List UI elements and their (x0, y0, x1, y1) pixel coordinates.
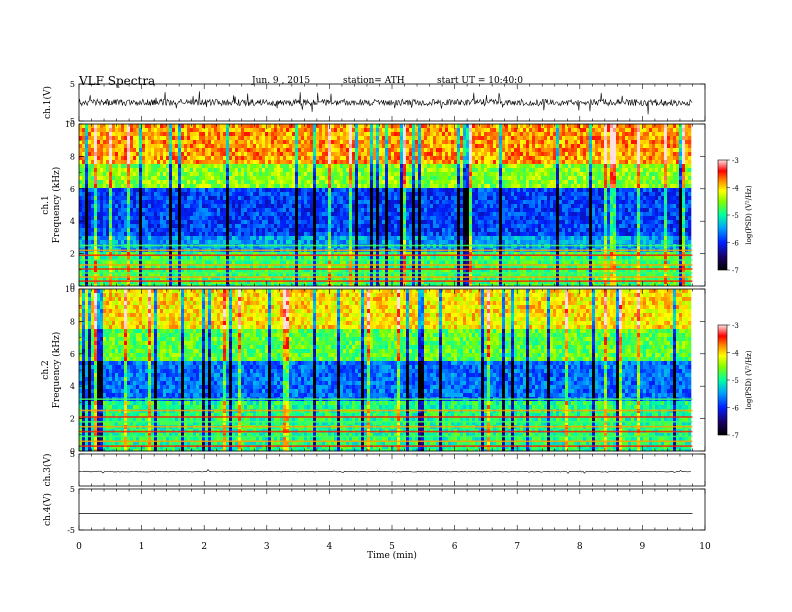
y-tick-label: 5 (70, 450, 75, 459)
x-tick-label: 6 (452, 542, 458, 552)
y-axis-label: Frequency (kHz) (51, 332, 62, 409)
x-tick-label: 0 (76, 542, 82, 552)
x-tick-label: 2 (201, 542, 207, 552)
colorbar-ch2 (717, 324, 728, 436)
y-axis-label: ch.1(V) (42, 86, 53, 119)
y-tick-label: -5 (67, 526, 75, 535)
y-tick-label: 0 (70, 282, 75, 291)
x-axis-label: Time (min) (367, 550, 417, 561)
y-tick-label: 10 (65, 120, 75, 129)
y-tick-label: 6 (70, 350, 75, 359)
y-tick-label: 5 (70, 80, 75, 89)
y-axis-label: ch.3(V) (42, 454, 53, 487)
y-axis-label: Frequency (kHz) (51, 167, 62, 244)
y-tick-label: 10 (65, 285, 75, 294)
colorbar-tick-label: -6 (732, 240, 739, 248)
colorbar-tick-label: -7 (732, 267, 739, 275)
x-tick-label: 9 (640, 542, 646, 552)
y-tick-label: 2 (70, 250, 75, 259)
y-tick-label: 2 (70, 415, 75, 424)
y-axis-label: ch.4(V) (42, 493, 53, 526)
x-tick-label: 3 (264, 542, 270, 552)
panel-frame-w4 (78, 488, 706, 531)
y-tick-label: 4 (70, 382, 75, 391)
ch3-waveform-trace (78, 469, 692, 474)
y-tick-label: 0 (70, 447, 75, 456)
x-tick-label: 4 (327, 542, 333, 552)
y-tick-label: 5 (70, 485, 75, 494)
colorbar-label: log(PSD) (V²/Hz) (745, 350, 753, 409)
y-tick-label: 8 (70, 152, 75, 161)
y-axis-channel-label: ch.2 (41, 360, 51, 379)
colorbar-tick-label: -7 (732, 432, 739, 440)
spectrogram-ch1 (79, 124, 705, 287)
spectrogram-ch2 (79, 289, 705, 452)
y-tick-label: 6 (70, 185, 75, 194)
colorbar-tick-label: -4 (732, 185, 739, 193)
x-tick-label: 10 (699, 542, 711, 552)
x-tick-label: 8 (577, 542, 583, 552)
y-tick-label: -5 (67, 117, 75, 126)
colorbar-tick-label: -3 (732, 322, 739, 330)
station-label: station= ATH (343, 76, 405, 86)
date-label: Jun. 9 , 2015 (252, 76, 311, 86)
y-tick-label: 8 (70, 317, 75, 326)
ch1-waveform-trace (78, 91, 693, 115)
start-ut-label: start UT = 10:40:0 (437, 76, 523, 86)
figure-title: VLF Spectra (79, 74, 156, 88)
colorbar-tick-label: -5 (732, 212, 739, 220)
colorbar-tick-label: -3 (732, 157, 739, 165)
colorbar-label: log(PSD) (V²/Hz) (745, 185, 753, 244)
colorbar-ch1 (717, 159, 728, 271)
colorbar-tick-label: -5 (732, 377, 739, 385)
y-axis-channel-label: ch.1 (41, 195, 51, 214)
x-tick-label: 7 (514, 542, 520, 552)
y-tick-label: 4 (70, 217, 75, 226)
x-tick-label: 1 (139, 542, 145, 552)
x-tick-label: 5 (389, 542, 395, 552)
colorbar-tick-label: -4 (732, 350, 739, 358)
colorbar-tick-label: -6 (732, 405, 739, 413)
